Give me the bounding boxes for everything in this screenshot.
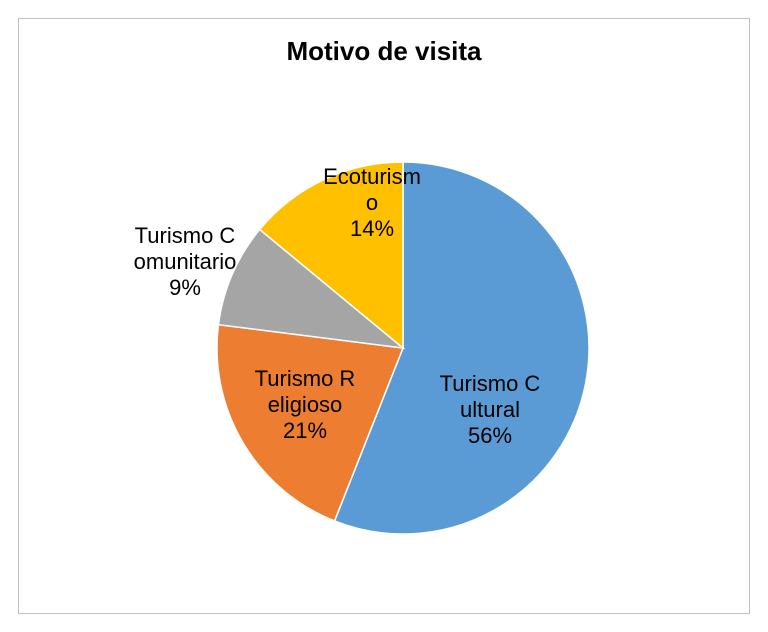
percent-label: 21% — [282, 418, 328, 443]
data-label: Turismo Comunitario 9% — [133, 223, 237, 301]
data-label: Ecoturismo 14% — [323, 164, 421, 242]
category-label: Ecoturismo — [323, 164, 421, 215]
percent-label: 56% — [467, 423, 513, 448]
data-label: Turismo Religioso 21% — [250, 366, 360, 444]
percent-label: 9% — [169, 275, 201, 300]
percent-label: 14% — [349, 216, 395, 241]
category-label: Turismo Comunitario — [133, 223, 237, 274]
pie-slice — [217, 228, 406, 350]
category-label: Turismo Cultural — [439, 371, 541, 422]
category-label: Turismo Religioso — [254, 366, 356, 417]
pie-slice — [216, 323, 405, 522]
pie-slice — [333, 161, 590, 535]
data-label: Turismo Cultural 56% — [435, 371, 545, 449]
pie-slice — [258, 161, 404, 350]
chart-frame — [18, 18, 750, 614]
chart-title: Motivo de visita — [286, 36, 482, 66]
